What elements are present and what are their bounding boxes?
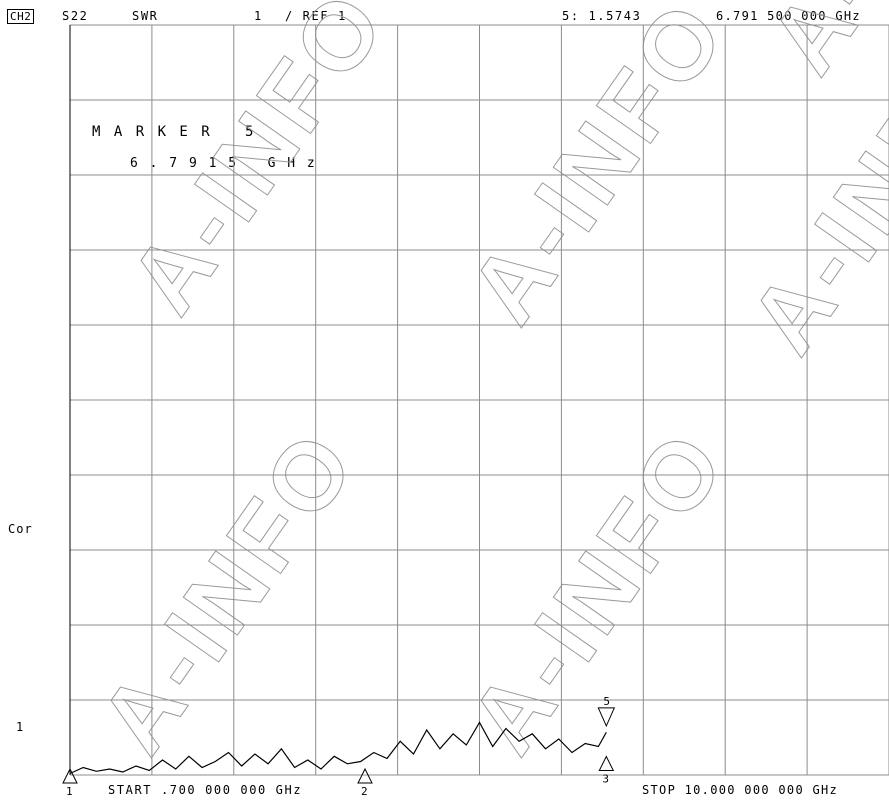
- marker-3-label: 3: [602, 773, 609, 786]
- channel-indicator: CH2: [7, 9, 35, 24]
- start-frequency-label: START .700 000 000 GHz: [108, 783, 303, 797]
- marker-title: M A R K E R 5: [92, 124, 256, 140]
- marker-readout-value: 5: 1.5743: [562, 9, 642, 23]
- plot-grid: [69, 24, 889, 776]
- parameter-label: S22: [62, 9, 89, 23]
- reference-position-label: 1: [16, 720, 25, 734]
- watermark-text: A-INFO: [750, 0, 889, 92]
- swr-trace: [69, 721, 607, 775]
- watermark-text: A-INFO: [450, 0, 748, 342]
- format-label: SWR: [132, 9, 159, 23]
- marker-symbols: 1 2 3 5: [62, 695, 616, 798]
- marker-5-label: 5: [603, 695, 610, 708]
- watermark-text: A-INFO: [450, 410, 748, 772]
- scale-label: 1: [254, 9, 263, 23]
- marker-2-symbol: [357, 767, 373, 784]
- marker-2-label: 2: [361, 785, 368, 798]
- marker-1-label: 1: [66, 785, 73, 798]
- correction-indicator: Cor: [8, 522, 33, 536]
- stop-frequency-label: STOP 10.000 000 000 GHz: [642, 783, 839, 797]
- marker-5-symbol: [597, 707, 616, 728]
- reference-label: / REF 1: [285, 9, 347, 23]
- marker-3-symbol: [598, 755, 615, 771]
- marker-readout-frequency: 6.791 500 000 GHz: [716, 9, 861, 23]
- marker-1-symbol: [62, 767, 78, 784]
- watermark-text: A-INFO: [110, 0, 408, 332]
- watermark-text: A-INFO: [80, 410, 378, 772]
- marker-frequency: 6 . 7 9 1 5 G H z: [130, 156, 317, 171]
